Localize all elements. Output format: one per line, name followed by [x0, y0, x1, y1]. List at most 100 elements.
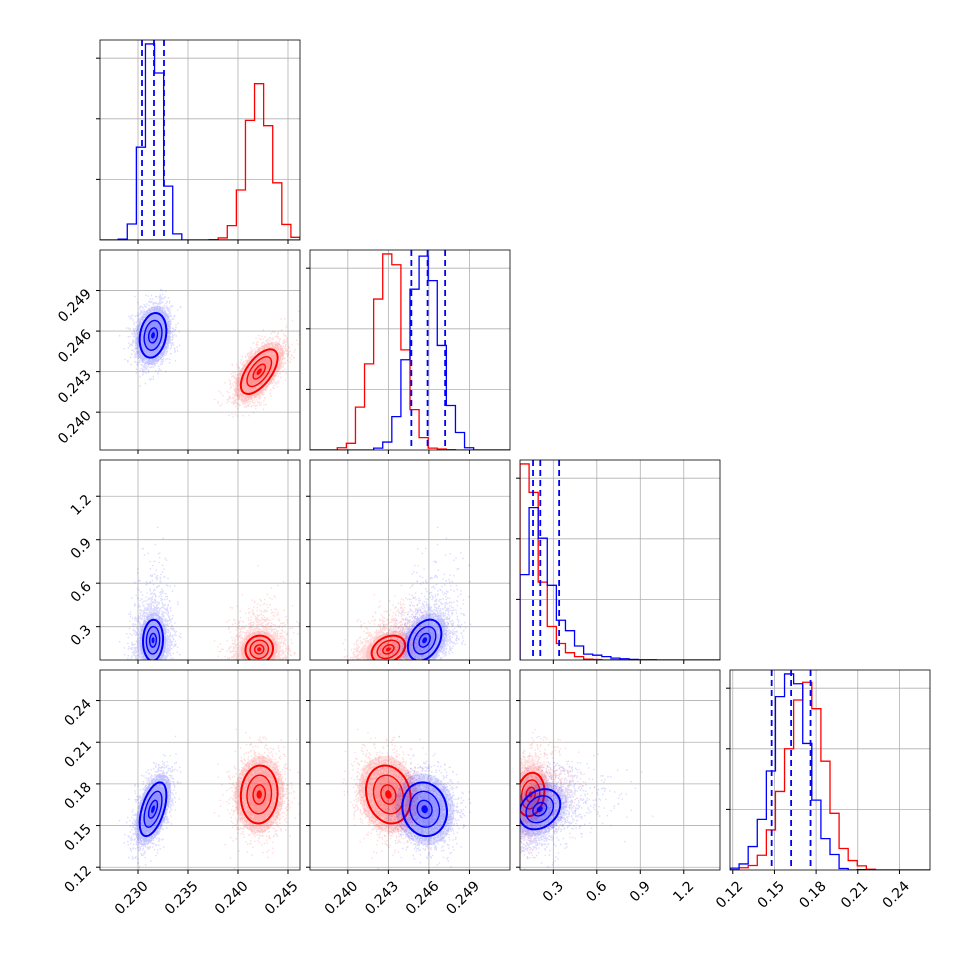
y-tick-label: 0.24	[61, 696, 94, 729]
contour-level	[151, 637, 155, 644]
panel-content	[730, 670, 930, 870]
grid	[137, 40, 289, 240]
panel-2-2	[516, 459, 721, 664]
contours-red	[240, 631, 278, 660]
scatter-blue	[118, 526, 182, 660]
histogram-red	[310, 253, 510, 450]
y-tick-label: 0.21	[61, 738, 94, 771]
panel-frame	[519, 459, 721, 661]
panel-content	[100, 40, 300, 240]
contours-blue	[135, 305, 171, 366]
x-tick-label: 0.246	[403, 878, 443, 918]
contour-level	[422, 637, 428, 644]
y-tick-label: 0.18	[61, 779, 94, 812]
panel-frame	[519, 669, 721, 871]
panel-3-1: 0.240 0.243 0.246 0.249	[306, 669, 511, 918]
panel-3-3: 0.12 0.15 0.18 0.21 0.24	[713, 669, 931, 912]
grid	[347, 250, 470, 450]
histogram-blue	[730, 673, 930, 870]
contour-level	[536, 806, 543, 813]
panel-frame	[309, 459, 511, 661]
y-tick-label: 0.15	[61, 821, 94, 854]
x-tick-label: 0.15	[755, 878, 788, 911]
panel-content	[118, 728, 300, 870]
x-tick-label: 0.18	[796, 878, 829, 911]
contours-red	[366, 631, 411, 660]
y-tick-label: 0.243	[55, 367, 95, 407]
panel-frame	[309, 669, 511, 871]
x-tick-label: 0.12	[713, 878, 746, 911]
contours-red	[234, 755, 284, 834]
x-tick-label: 0.235	[162, 878, 202, 918]
panel-content	[118, 526, 300, 660]
scatter-red	[213, 565, 300, 660]
contour-level	[256, 368, 262, 375]
contours-blue	[135, 773, 171, 846]
contour-level	[151, 332, 155, 339]
contours-blue	[402, 612, 447, 660]
panel-2-1	[306, 459, 511, 664]
contour-level	[256, 790, 262, 799]
y-tick-label: 0.246	[55, 327, 95, 367]
panel-content	[342, 728, 472, 870]
scatter-points	[118, 526, 182, 660]
x-tick-label: 0.21	[838, 878, 871, 911]
contour-level	[385, 647, 391, 652]
contours-blue	[520, 782, 568, 837]
panel-3-2: 0.3 0.6 0.9 1.2	[516, 669, 721, 905]
panel-frame	[99, 669, 301, 871]
panel-content	[520, 460, 720, 660]
grid	[100, 250, 300, 450]
y-tick-label: 0.6	[68, 579, 95, 606]
x-tick-label: 0.249	[443, 878, 483, 918]
histogram-red	[520, 463, 720, 660]
contours-blue	[139, 612, 167, 660]
contour-level	[421, 805, 428, 814]
contours-red	[234, 341, 284, 402]
grid	[100, 460, 300, 660]
contour-level	[257, 647, 262, 652]
y-tick-label: 0.249	[55, 286, 95, 326]
grid	[310, 460, 510, 660]
x-tick-label: 0.24	[880, 878, 913, 911]
grid	[520, 670, 720, 870]
panel-frame	[729, 669, 931, 871]
contours-blue	[394, 773, 455, 846]
contours-red	[358, 755, 419, 834]
grid	[552, 460, 685, 660]
contour-level	[385, 790, 392, 799]
grid	[732, 670, 900, 870]
x-tick-label: 0.6	[583, 878, 610, 905]
panel-content	[520, 728, 654, 870]
histogram-blue	[100, 43, 300, 240]
histogram-blue	[310, 255, 510, 450]
x-tick-label: 0.245	[262, 878, 302, 918]
y-tick-label: 1.2	[68, 492, 95, 519]
histogram-blue	[520, 507, 720, 660]
panel-frame	[99, 39, 301, 241]
contour-level	[151, 805, 155, 814]
panel-content	[118, 288, 300, 418]
panel-frame	[309, 249, 511, 451]
panel-content	[342, 526, 472, 660]
y-tick-label: 0.12	[61, 863, 94, 896]
panel-2-0: 0.3 0.6 0.9 1.2	[68, 459, 301, 664]
scatter-points	[213, 565, 300, 660]
x-tick-label: 0.240	[322, 878, 362, 918]
x-tick-label: 0.9	[627, 878, 654, 905]
x-tick-label: 0.3	[540, 878, 567, 905]
panel-frame	[99, 249, 301, 451]
panel-content	[310, 250, 510, 450]
panel-1-1	[306, 249, 511, 454]
histogram-red	[100, 83, 300, 240]
x-tick-label: 0.240	[212, 878, 252, 918]
grid	[310, 670, 510, 870]
x-tick-label: 0.230	[112, 878, 152, 918]
grid	[100, 670, 300, 870]
panel-frame	[99, 459, 301, 661]
panel-3-0: 0.230 0.235 0.240 0.245 0.12 0.15 0.18 0.21 0.24	[61, 669, 302, 918]
x-tick-label: 0.243	[362, 878, 402, 918]
panel-0-0	[96, 39, 301, 244]
